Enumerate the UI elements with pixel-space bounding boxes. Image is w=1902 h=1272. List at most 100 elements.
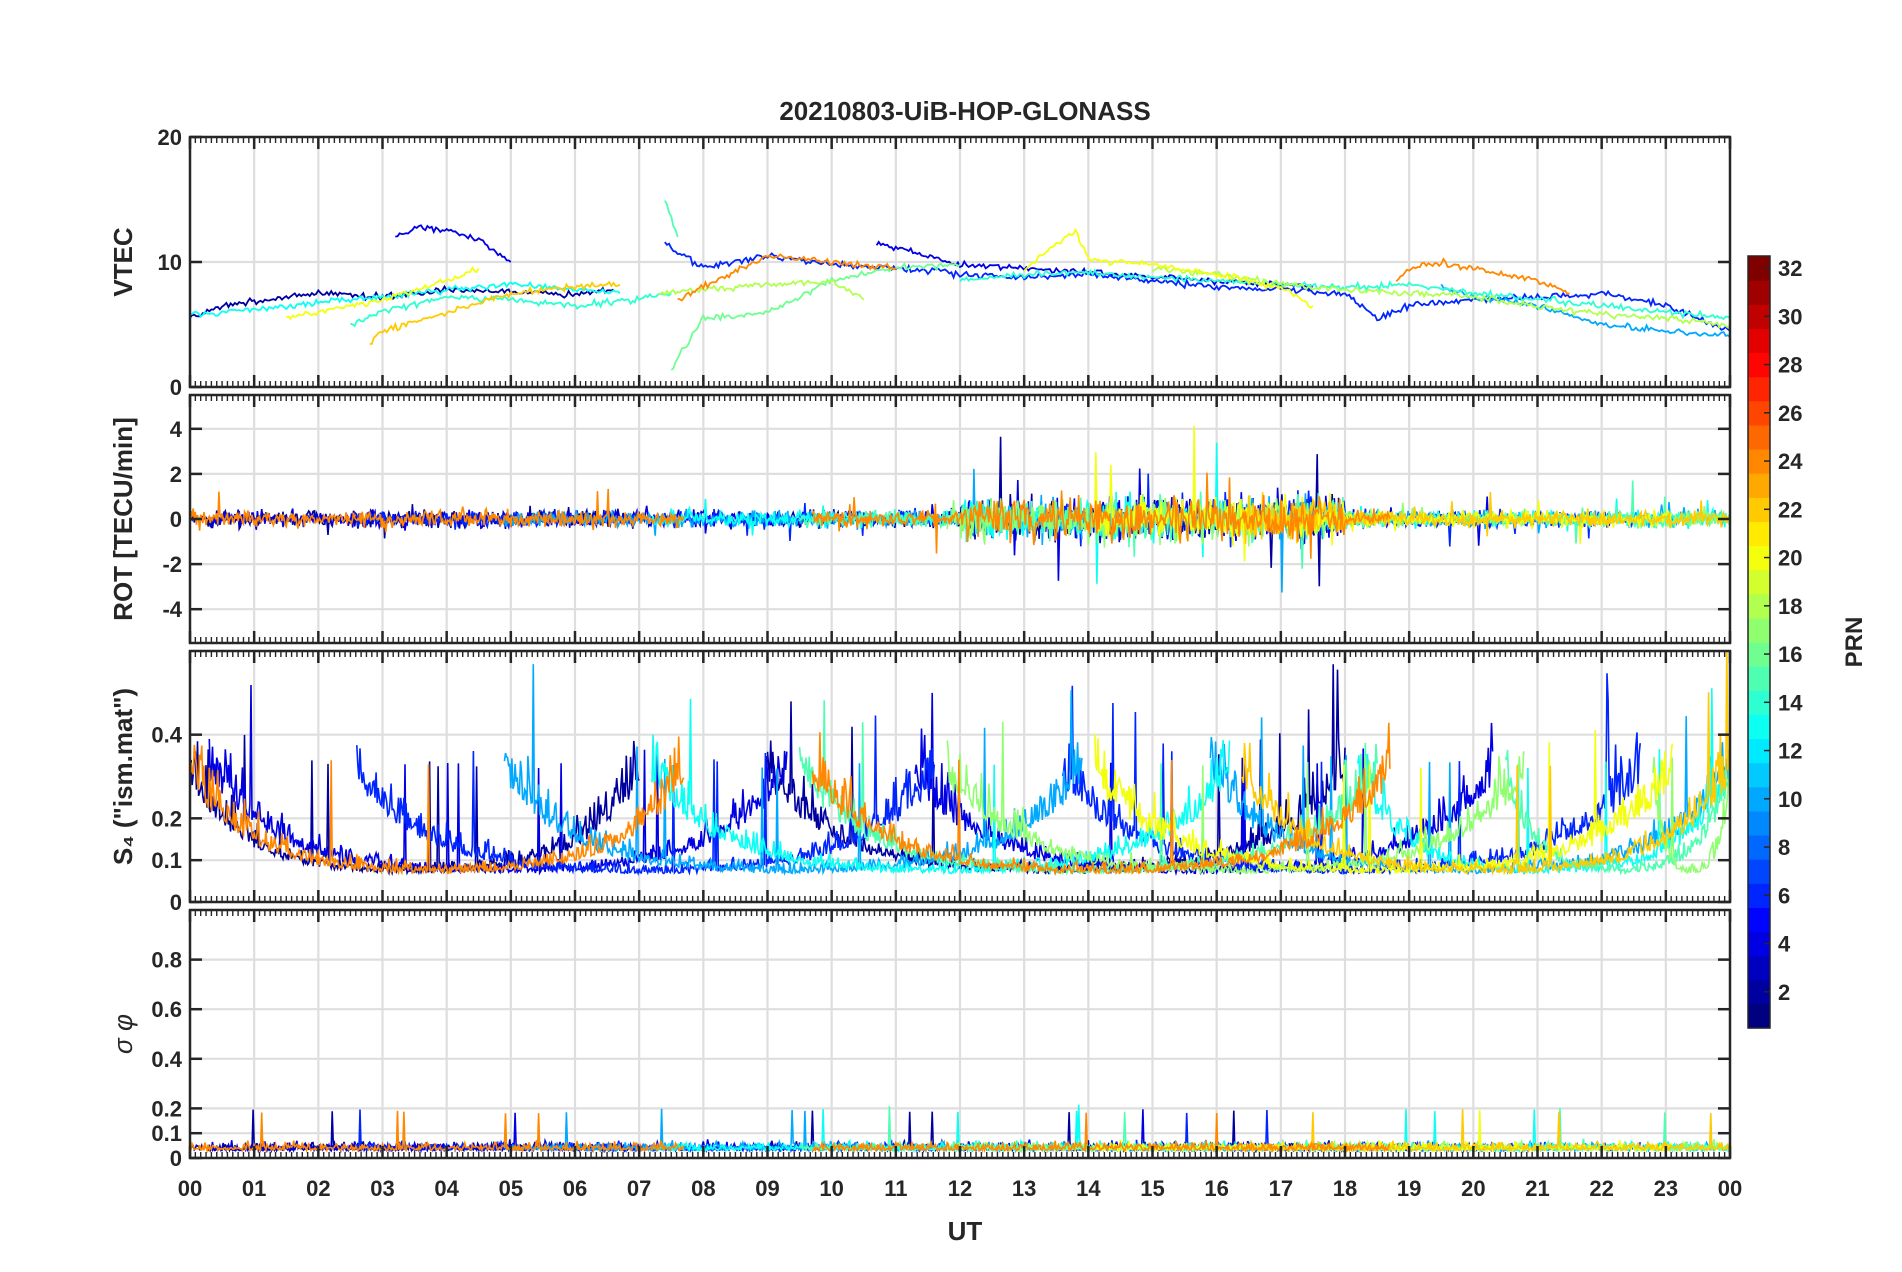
colorbar-tick-label: 8 xyxy=(1778,835,1790,860)
y-tick-label: 0 xyxy=(170,375,182,400)
colorbar-swatch xyxy=(1748,545,1770,571)
series-line-prn-6 xyxy=(664,241,1730,332)
x-tick-label: 00 xyxy=(1718,1176,1742,1201)
y-axis-label-vtec: VTEC xyxy=(108,227,138,297)
colorbar-swatch xyxy=(1748,617,1770,643)
series-line-prn-15 xyxy=(1504,480,1730,544)
colorbar-swatch xyxy=(1748,859,1770,884)
y-axis-label-rot: ROT [TECU/min] xyxy=(108,417,138,621)
colorbar-swatch xyxy=(1748,690,1770,715)
y-axis-label-sigma_phi: σ φ xyxy=(108,1014,138,1054)
series-line-prn-6 xyxy=(1061,673,1641,876)
x-axis-label: UT xyxy=(948,1216,983,1246)
y-axis-label-s4: S₄ ("ism.mat") xyxy=(108,688,138,865)
y-tick-label: 0.1 xyxy=(151,1121,182,1146)
series-line-prn-15 xyxy=(664,200,679,238)
y-tick-label: 0.4 xyxy=(151,1047,182,1072)
series-line-prn-15 xyxy=(1504,749,1730,876)
series-line-prn-10 xyxy=(503,664,1083,876)
panel-sigma_phi: 00.10.2 0.4 0.6 0.8 σ φ xyxy=(108,908,1732,1171)
panel-rot: -4 -2 0 2 4 ROT [TECU/min] xyxy=(108,393,1732,645)
colorbar-tick-label: 20 xyxy=(1778,546,1802,571)
colorbar-tick-label: 22 xyxy=(1778,497,1802,522)
y-tick-label: -4 xyxy=(162,597,182,622)
y-tick-label: 0 xyxy=(170,507,182,532)
colorbar-tick-label: 12 xyxy=(1778,739,1802,764)
y-tick-label: 0.2 xyxy=(151,806,182,831)
colorbar-swatch xyxy=(1748,449,1770,474)
series-line-prn-4 xyxy=(914,692,1494,877)
x-tick-label: 19 xyxy=(1397,1176,1421,1201)
x-ticks-sigma_phi xyxy=(188,910,1732,1158)
colorbar-swatch xyxy=(1748,762,1770,788)
colorbar-swatch xyxy=(1748,376,1770,402)
y-tick-label: 0.2 xyxy=(151,1096,182,1121)
series-line-prn-22 xyxy=(1241,651,1730,876)
colorbar-swatch xyxy=(1748,593,1770,619)
x-tick-label: 17 xyxy=(1269,1176,1293,1201)
colorbar-swatch xyxy=(1748,352,1770,378)
panel-s4: 0 0.1 0.2 0.4 S₄ ("ism.mat") xyxy=(108,649,1732,915)
colorbar-tick-label: 32 xyxy=(1778,256,1802,281)
x-ticks-s4 xyxy=(188,651,1732,902)
colorbar-swatch xyxy=(1748,569,1770,595)
x-ticks-rot xyxy=(188,395,1732,643)
y-tick-label: 0 xyxy=(170,890,182,915)
x-tick-label: 18 xyxy=(1333,1176,1357,1201)
colorbar-swatch xyxy=(1748,955,1770,981)
y-tick-label: 4 xyxy=(170,417,183,442)
colorbar-tick-label: 26 xyxy=(1778,401,1802,426)
y-tick-label: -2 xyxy=(162,552,182,577)
series-line-prn-6 xyxy=(356,715,936,877)
colorbar-tick-label: 30 xyxy=(1778,304,1802,329)
colorbar-swatch xyxy=(1748,810,1770,836)
colorbar-swatch xyxy=(1748,497,1770,522)
x-tick-label: 20 xyxy=(1461,1176,1485,1201)
y-tick-label: 20 xyxy=(158,125,182,150)
series-line-prn-24 xyxy=(190,488,685,533)
colorbar-swatch xyxy=(1748,1003,1770,1029)
colorbar-tick-label: 14 xyxy=(1778,690,1803,715)
x-tick-label: 02 xyxy=(306,1176,330,1201)
series-line-prn-16 xyxy=(670,262,961,371)
y-tick-label: 0.8 xyxy=(151,948,182,973)
series-group-rot xyxy=(190,425,1730,593)
series-line-prn-14 xyxy=(350,292,672,328)
colorbar-tick-label: 4 xyxy=(1778,932,1791,957)
colorbar-swatch xyxy=(1748,907,1770,933)
colorbar-tick-label: 24 xyxy=(1778,449,1803,474)
colorbar-swatch xyxy=(1748,835,1770,860)
series-line-prn-20 xyxy=(1023,227,1314,309)
colorbar-swatch xyxy=(1748,931,1770,957)
colorbar-swatch xyxy=(1748,714,1770,740)
x-tick-label: 05 xyxy=(499,1176,523,1201)
colorbar-swatch xyxy=(1748,473,1770,498)
colorbar-frame xyxy=(1747,255,1771,1029)
colorbar-swatch xyxy=(1748,642,1770,667)
x-tick-label: 04 xyxy=(434,1176,459,1201)
x-tick-label: 01 xyxy=(242,1176,266,1201)
series-line-prn-24 xyxy=(677,253,897,302)
series-line-prn-17 xyxy=(946,721,1525,875)
x-tick-label: 09 xyxy=(755,1176,779,1201)
series-line-prn-24 xyxy=(812,1112,1391,1154)
x-tick-label: 12 xyxy=(948,1176,972,1201)
colorbar-tick-label: 6 xyxy=(1778,883,1790,908)
colorbar-tick-label: 10 xyxy=(1778,787,1802,812)
series-group-sigma_phi xyxy=(190,1104,1730,1154)
y-tick-label: 0 xyxy=(170,1146,182,1171)
panel-vtec: 0 10 20 VTEC xyxy=(108,125,1732,400)
series-line-prn-13 xyxy=(651,698,1231,875)
series-line-prn-18 xyxy=(1151,265,1730,330)
x-tick-label: 23 xyxy=(1654,1176,1678,1201)
colorbar-swatch xyxy=(1748,883,1770,908)
y-tick-label: 0.6 xyxy=(151,997,182,1022)
series-group-vtec xyxy=(190,200,1730,371)
colorbar-tick-label: 18 xyxy=(1778,594,1802,619)
series-line-prn-24 xyxy=(811,722,1391,876)
x-tick-label: 00 xyxy=(178,1176,202,1201)
y-tick-label: 0.4 xyxy=(151,723,182,748)
